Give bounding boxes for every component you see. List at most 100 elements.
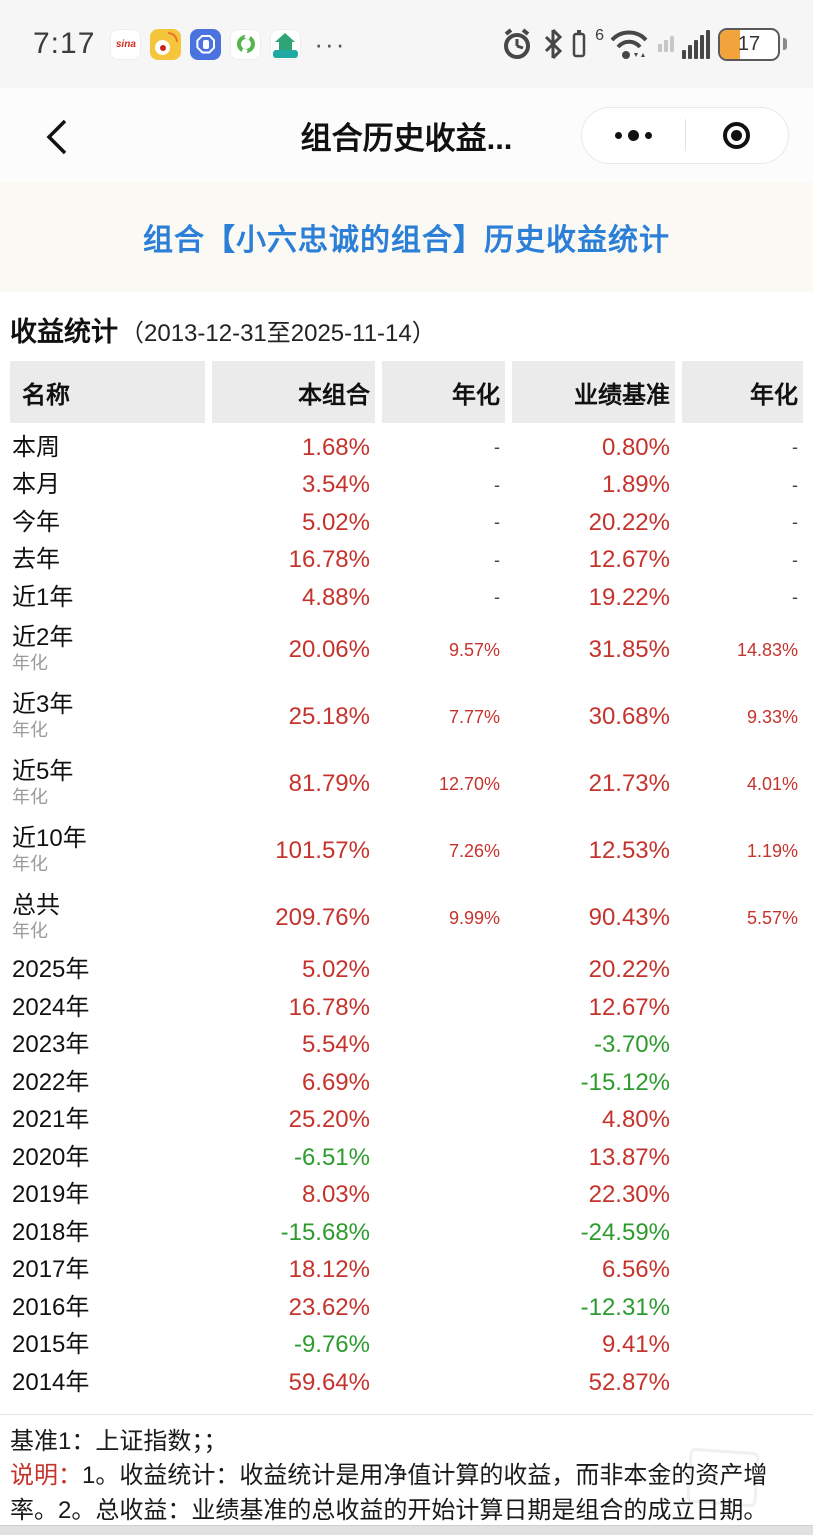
- cell-value: -: [792, 512, 798, 533]
- table-row: 2017年 18.12% 6.56%: [10, 1252, 803, 1290]
- table-row: 2023年 5.54% -3.70%: [10, 1027, 803, 1065]
- cell-value: 25.18%: [288, 703, 370, 730]
- miniprogram-capsule: [581, 106, 789, 164]
- note-text: 1。收益统计：收益统计是用净值计算的收益，而非本金的资产增率。2。总收益：业绩基…: [10, 1462, 768, 1525]
- row-label: 2025年: [12, 956, 90, 984]
- row-label: 本周: [12, 433, 60, 461]
- section-title: 收益统计: [10, 317, 118, 347]
- cell-value: 1.19%: [746, 840, 798, 861]
- page-heading-band: 组合【小六忠诚的组合】历史收益统计: [0, 182, 813, 292]
- cell-value: 101.57%: [275, 837, 370, 864]
- small-battery-icon: [572, 30, 586, 58]
- back-button[interactable]: [38, 115, 78, 155]
- cell-value: 5.02%: [301, 956, 370, 984]
- row-label: 2022年: [12, 1068, 90, 1096]
- table-body: 本周 1.68% - 0.80% - 本月 3.54% - 1.89% - 今年 5.02% - 20.2…: [10, 429, 803, 1402]
- cell-value: 23.62%: [288, 1293, 370, 1321]
- table-header-row: 名称 本组合 年化 业绩基准 年化: [10, 361, 803, 423]
- row-label: 2023年: [12, 1031, 90, 1059]
- status-bar: 7:17 sina ··· 6: [0, 0, 813, 88]
- row-label: 2020年: [12, 1143, 90, 1171]
- row-label: 近2年: [12, 624, 74, 651]
- cell-value: 21.73%: [588, 770, 670, 797]
- row-label: 本月: [12, 471, 60, 499]
- home-app-icon: [270, 28, 302, 60]
- cell-value: 18.12%: [288, 1256, 370, 1284]
- col-header-benchmark: 业绩基准: [512, 361, 675, 423]
- weibo-signal-arc: [168, 31, 179, 42]
- cell-value: 4.80%: [601, 1106, 670, 1134]
- cell-value: 81.79%: [288, 770, 370, 797]
- cell-value: -15.68%: [280, 1218, 370, 1246]
- hand-glyph: [202, 39, 209, 49]
- cell-value: 1.68%: [301, 433, 370, 461]
- table-row: 2015年 -9.76% 9.41%: [10, 1327, 803, 1365]
- cell-value: 16.78%: [288, 546, 370, 574]
- row-label: 2021年: [12, 1106, 90, 1134]
- cell-value: 12.67%: [588, 993, 670, 1021]
- row-label: 近3年: [12, 691, 74, 718]
- table-row: 近1年 4.88% - 19.22% -: [10, 579, 803, 617]
- cell-value: 8.03%: [301, 1181, 370, 1209]
- cell-value: 20.22%: [588, 508, 670, 536]
- row-label: 2017年: [12, 1256, 90, 1284]
- table-row: 2016年 23.62% -12.31%: [10, 1289, 803, 1327]
- cell-value: -3.70%: [593, 1031, 670, 1059]
- cell-value: -: [494, 549, 500, 570]
- explanation-note: 说明：1。收益统计：收益统计是用净值计算的收益，而非本金的资产增率。2。总收益：…: [10, 1459, 803, 1529]
- battery-percent: 17: [737, 32, 761, 55]
- table-row: 本月 3.54% - 1.89% -: [10, 467, 803, 505]
- cell-value: -24.59%: [580, 1218, 670, 1246]
- row-sublabel: 年化: [12, 921, 48, 942]
- table-row: 总共 年化 209.76% 9.99% 90.43% 5.57%: [10, 885, 803, 952]
- table-row: 2022年 6.69% -15.12%: [10, 1064, 803, 1102]
- cell-value: 30.68%: [588, 703, 670, 730]
- cell-value: 25.20%: [288, 1106, 370, 1134]
- table-row: 本周 1.68% - 0.80% -: [10, 429, 803, 467]
- cell-value: 5.57%: [746, 907, 798, 928]
- col-header-annualized-2: 年化: [682, 361, 803, 423]
- notification-overflow-icon: ···: [314, 29, 347, 59]
- alarm-clock-icon: [504, 28, 531, 59]
- cell-value: 12.70%: [438, 773, 500, 794]
- benchmark-note: 基准1：上证指数；；: [10, 1427, 228, 1455]
- cell-value: 6.69%: [301, 1068, 370, 1096]
- cell-value: 13.87%: [588, 1143, 670, 1171]
- page-title: 组合【小六忠诚的组合】历史收益统计: [143, 224, 670, 257]
- table-row: 近3年 年化 25.18% 7.77% 30.68% 9.33%: [10, 684, 803, 751]
- cell-value: 16.78%: [288, 993, 370, 1021]
- back-chevron-icon: [46, 119, 67, 155]
- cell-value: 6.56%: [601, 1256, 670, 1284]
- cell-value: 7.26%: [448, 840, 500, 861]
- home-app-badge: [273, 49, 299, 58]
- target-circle-icon: [723, 121, 751, 149]
- col-header-name: 名称: [10, 361, 205, 423]
- row-sublabel: 年化: [12, 720, 48, 741]
- cell-value: 20.06%: [288, 636, 370, 663]
- weibo-eye-icon: [155, 39, 171, 55]
- cell-value: 59.64%: [288, 1368, 370, 1396]
- col-header-annualized: 年化: [382, 361, 505, 423]
- close-miniprogram-button[interactable]: [686, 108, 789, 163]
- row-sublabel: 年化: [12, 787, 48, 808]
- row-label: 2014年: [12, 1368, 90, 1396]
- row-label: 近1年: [12, 583, 74, 611]
- section-header: 收益统计 （2013-12-31至2025-11-14）: [0, 292, 813, 361]
- cell-value: 0.80%: [601, 433, 670, 461]
- battery-icon: 17: [718, 27, 780, 61]
- clock-time: 7:17: [33, 27, 96, 60]
- cell-value: -: [792, 549, 798, 570]
- table-row: 2025年 5.02% 20.22%: [10, 952, 803, 990]
- cell-value: 5.02%: [301, 508, 370, 536]
- cell-value: 4.01%: [746, 773, 798, 794]
- cell-value: -: [792, 587, 798, 608]
- more-options-button[interactable]: [582, 108, 685, 163]
- table-row: 今年 5.02% - 20.22% -: [10, 504, 803, 542]
- battery-terminal: [783, 38, 787, 50]
- returns-table: 名称 本组合 年化 业绩基准 年化 本周 1.68% - 0.80% - 本月 3.54% -…: [10, 361, 803, 1402]
- recycle-arrows-icon: [236, 35, 255, 53]
- row-label: 2015年: [12, 1331, 90, 1359]
- cell-value: 9.57%: [448, 639, 500, 660]
- cell-value: -9.76%: [293, 1331, 370, 1359]
- row-label: 2016年: [12, 1293, 90, 1321]
